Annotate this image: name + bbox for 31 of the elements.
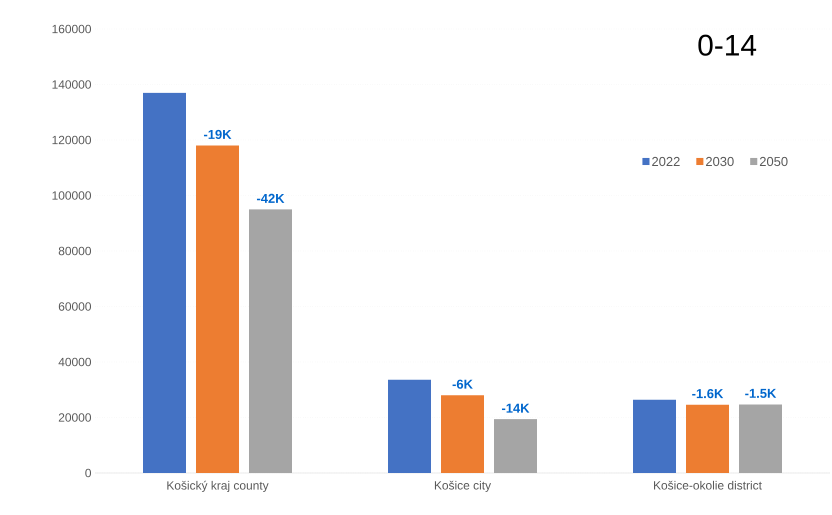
legend-label: 2022 xyxy=(652,156,680,166)
bar xyxy=(196,146,240,473)
bar xyxy=(739,404,782,473)
bar xyxy=(633,400,676,473)
x-tick-label: Košický kraj county xyxy=(167,480,269,492)
y-tick-label: 0 xyxy=(85,468,92,478)
annotation: -42K xyxy=(256,194,284,203)
bar xyxy=(143,92,186,473)
annotation: -14K xyxy=(502,404,530,413)
y-tick-label: 60000 xyxy=(58,302,92,311)
bar xyxy=(388,380,432,473)
y-tick-label: 40000 xyxy=(58,358,92,366)
bar xyxy=(441,395,484,473)
bar xyxy=(249,209,292,473)
x-tick-label: Košice city xyxy=(434,480,492,492)
y-tick-label: 160000 xyxy=(52,24,92,34)
y-tick-label: 120000 xyxy=(52,136,92,144)
legend-label: 2050 xyxy=(760,156,788,166)
chart-title: 0-14 xyxy=(698,34,756,56)
annotation: -1.5K xyxy=(745,388,776,398)
legend-label: 2030 xyxy=(706,156,734,166)
bar xyxy=(494,419,538,473)
annotation: -19K xyxy=(204,130,232,140)
y-tick-label: 140000 xyxy=(52,80,92,89)
x-tick-label: Košice-okolie district xyxy=(654,480,762,490)
annotation: -6K xyxy=(452,380,473,389)
y-tick-label: 100000 xyxy=(52,191,92,200)
y-tick-label: 80000 xyxy=(58,246,92,256)
y-tick-label: 20000 xyxy=(58,413,92,422)
bar xyxy=(686,404,730,473)
annotation: -1.6K xyxy=(692,389,724,398)
